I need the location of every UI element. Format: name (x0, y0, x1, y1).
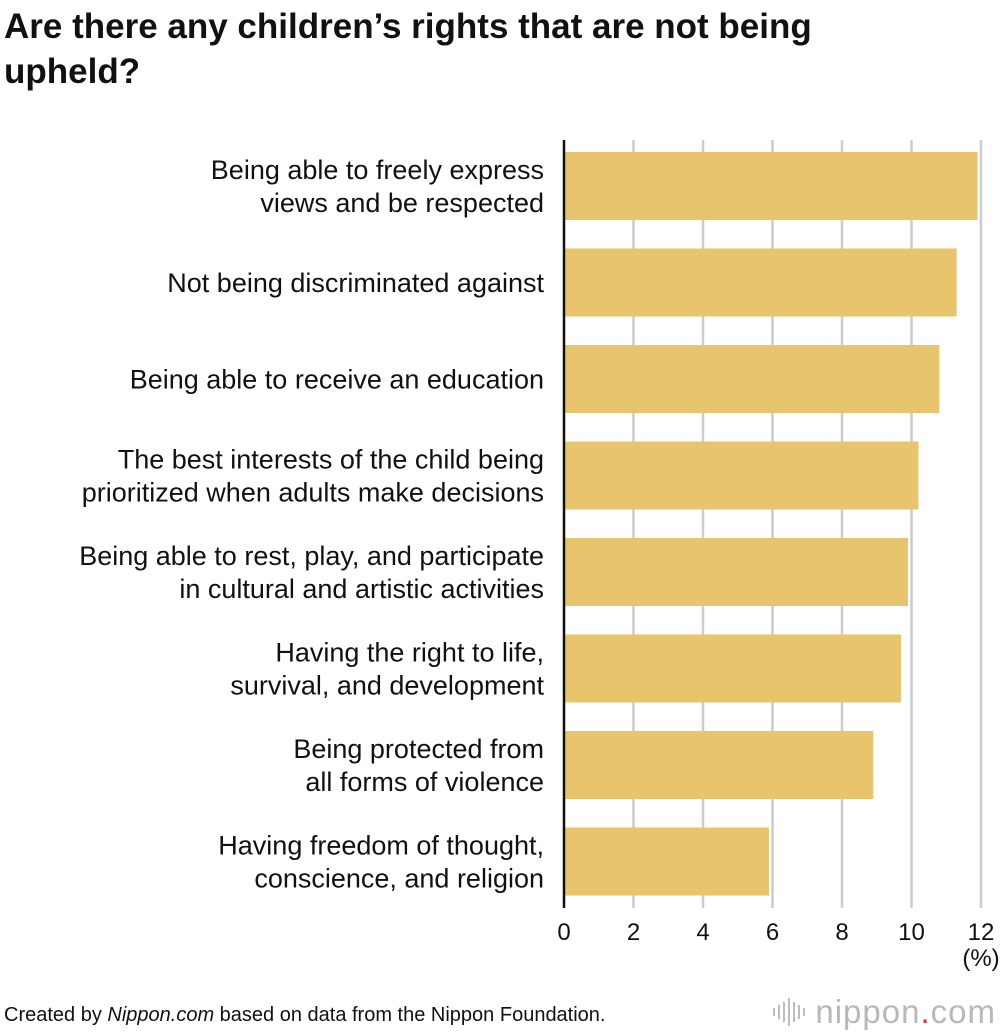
bar-8 (564, 827, 770, 896)
credit-source-name: Nippon.com (107, 1004, 215, 1026)
x-tick-label-12: 12 (968, 919, 995, 946)
category-label-line: Having the right to life, (275, 637, 544, 667)
category-label-line: views and be respected (260, 188, 544, 218)
category-label-8: Having freedom of thought, conscience, an… (218, 830, 544, 893)
category-label-2: Not being discriminated against (167, 268, 544, 298)
x-tick-label-10: 10 (898, 919, 925, 946)
category-label-line: The best interests of the child being (118, 444, 544, 474)
bar-chart: Being able to freely express views and be… (79, 140, 1000, 972)
logo-name: nippon (815, 993, 921, 1030)
category-label-1: Being able to freely express views and be… (211, 155, 544, 218)
x-tick-label-8: 8 (835, 919, 848, 946)
category-label-line: Being able to rest, play, and participat… (79, 541, 544, 571)
category-label-line: Being able to freely express (211, 155, 544, 185)
x-tick-label-4: 4 (696, 919, 709, 946)
category-label-line: in cultural and artistic activities (179, 574, 544, 604)
unit-label: (%) (962, 945, 999, 972)
category-label-line: Being able to receive an education (130, 364, 544, 394)
x-tick-label-0: 0 (557, 919, 570, 946)
category-label-4: The best interests of the child being pri… (82, 444, 544, 507)
bar-4 (564, 441, 919, 510)
bar-2 (564, 248, 957, 317)
category-label-5: Being able to rest, play, and participat… (79, 541, 544, 604)
credit-suffix: based on data from the Nippon Foundation… (214, 1004, 606, 1026)
category-label-6: Having the right to life, survival, and d… (230, 637, 544, 700)
bar-6 (564, 634, 902, 703)
chart-title: Are there any children’s rights that are… (4, 7, 812, 91)
x-tick-label-2: 2 (627, 919, 640, 946)
logo-dot: . (920, 993, 931, 1030)
logo-mark-icon (773, 997, 806, 1027)
x-tick-label-6: 6 (766, 919, 779, 946)
source-credit: Created by Nippon.com based on data from… (4, 1002, 606, 1028)
category-label-line: Being protected from (293, 734, 544, 764)
category-label-line: prioritized when adults make decisions (82, 477, 544, 507)
category-label-line: Having freedom of thought, (218, 830, 544, 860)
bar-7 (564, 731, 874, 799)
category-label-line: all forms of violence (305, 767, 544, 797)
logo-wordmark: nippon.com (815, 994, 996, 1030)
bar-1 (564, 152, 978, 220)
nippon-logo: nippon.com (773, 994, 996, 1030)
category-label-7: Being protected from all forms of violenc… (293, 734, 544, 797)
category-label-line: survival, and development (230, 670, 544, 700)
logo-tld: com (930, 993, 996, 1030)
bar-3 (564, 345, 940, 413)
category-label-line: Not being discriminated against (167, 268, 544, 298)
credit-prefix: Created by (4, 1004, 108, 1026)
category-label-line: conscience, and religion (254, 863, 544, 893)
category-label-3: Being able to receive an education (130, 364, 544, 394)
bar-5 (564, 538, 909, 606)
